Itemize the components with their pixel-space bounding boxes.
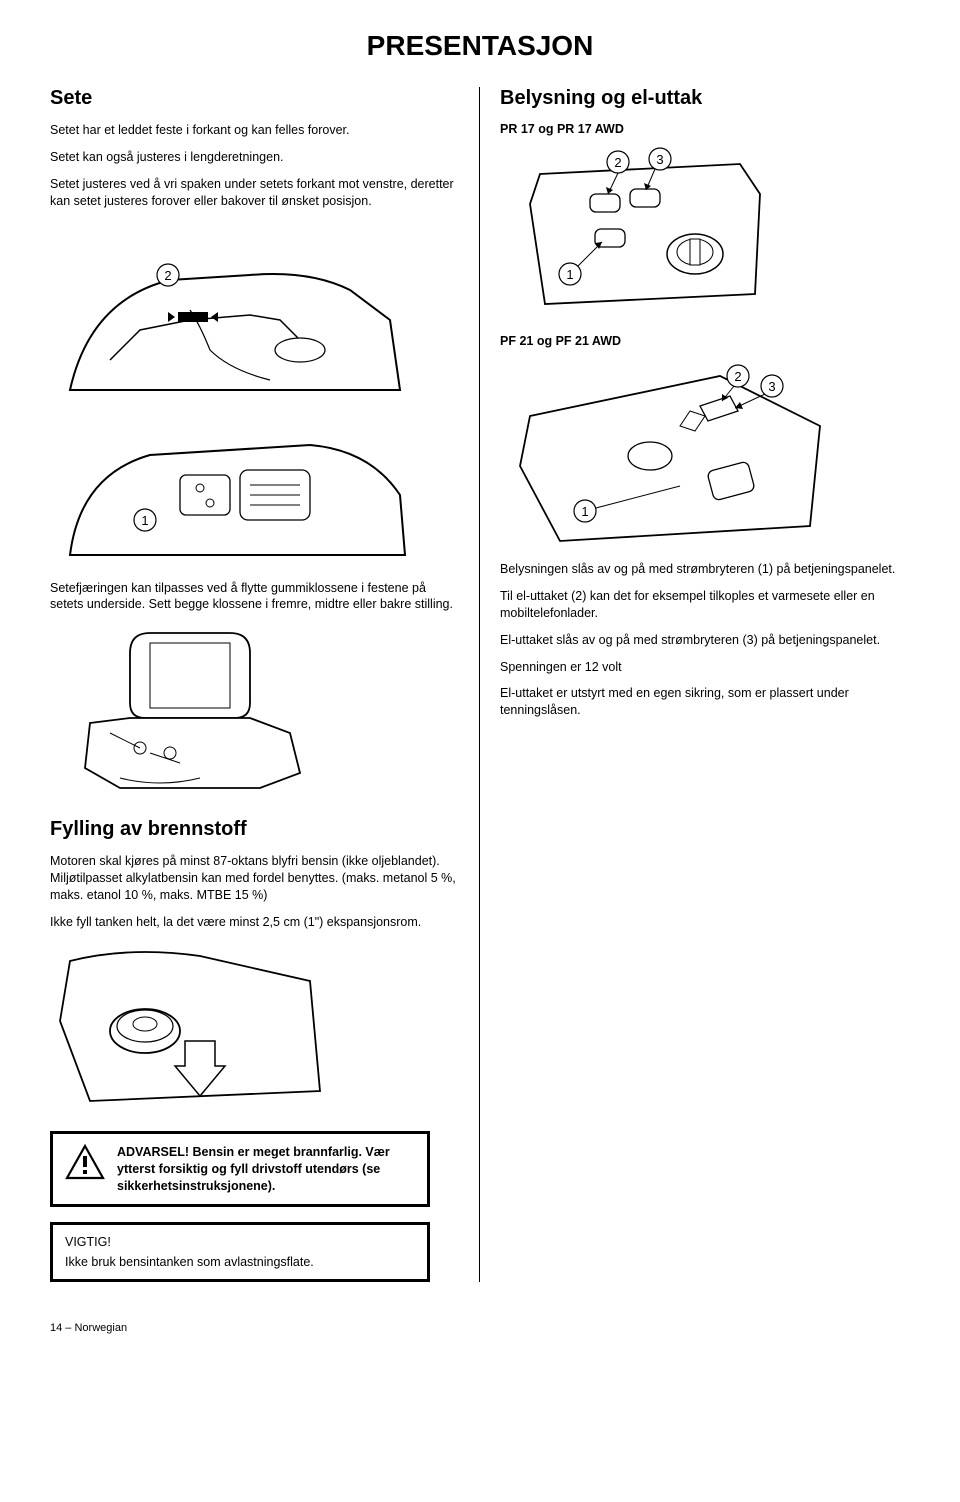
sete-paragraph-1: Setet har et leddet feste i forkant og k… (50, 122, 459, 139)
belysning-paragraph-3: El-uttaket slås av og på med strømbryter… (500, 632, 910, 649)
pf21-panel-figure: 1 2 3 (500, 356, 910, 546)
sete-heading: Sete (50, 87, 459, 110)
important-box: VIGTIG! Ikke bruk bensintanken som avlas… (50, 1222, 430, 1282)
brennstoff-paragraph-1: Motoren skal kjøres på minst 87-oktans b… (50, 853, 459, 904)
brennstoff-heading: Fylling av brennstoff (50, 818, 459, 841)
seat-adjustment-figure-1: 2 (50, 220, 459, 400)
page-footer: 14 – Norwegian (50, 1322, 910, 1334)
callout-3: 3 (768, 379, 775, 394)
belysning-paragraph-4: Spenningen er 12 volt (500, 659, 910, 676)
warning-triangle-icon (65, 1144, 105, 1185)
warning-box: ADVARSEL! Bensin er meget brannfarlig. V… (50, 1131, 430, 1208)
page-title: PRESENTASJON (50, 30, 910, 62)
pr17-panel-figure: 1 2 3 (500, 144, 910, 314)
callout-2: 2 (164, 268, 171, 283)
callout-1: 1 (141, 513, 148, 528)
two-column-layout: Sete Setet har et leddet feste i forkant… (50, 87, 910, 1282)
belysning-paragraph-2: Til el-uttaket (2) kan det for eksempel … (500, 588, 910, 622)
belysning-paragraph-5: El-uttaket er utstyrt med en egen sikrin… (500, 685, 910, 719)
footer-language: Norwegian (74, 1322, 127, 1334)
callout-3: 3 (656, 152, 663, 167)
callout-1: 1 (566, 267, 573, 282)
pr17-label: PR 17 og PR 17 AWD (500, 122, 910, 136)
warning-text: ADVARSEL! Bensin er meget brannfarlig. V… (117, 1144, 415, 1195)
seat-spring-figure (50, 623, 459, 803)
sete-paragraph-3: Setet justeres ved å vri spaken under se… (50, 176, 459, 210)
belysning-heading: Belysning og el-uttak (500, 87, 910, 110)
seat-underside-figure: 1 (50, 415, 459, 565)
callout-2: 2 (614, 155, 621, 170)
fuel-cap-figure (50, 941, 459, 1111)
callout-2: 2 (734, 369, 741, 384)
belysning-paragraph-1: Belysningen slås av og på med strømbryte… (500, 561, 910, 578)
footer-page-number: 14 (50, 1322, 62, 1334)
right-column: Belysning og el-uttak PR 17 og PR 17 AWD… (480, 87, 910, 1282)
callout-1: 1 (581, 504, 588, 519)
brennstoff-paragraph-2: Ikke fyll tanken helt, la det være minst… (50, 914, 459, 931)
left-column: Sete Setet har et leddet feste i forkant… (50, 87, 480, 1282)
sete-paragraph-4: Setefjæringen kan tilpasses ved å flytte… (50, 580, 459, 614)
important-text: Ikke bruk bensintanken som avlastningsfl… (65, 1255, 415, 1269)
sete-paragraph-2: Setet kan også justeres i lengderetninge… (50, 149, 459, 166)
important-label: VIGTIG! (65, 1235, 415, 1249)
pf21-label: PF 21 og PF 21 AWD (500, 334, 910, 348)
